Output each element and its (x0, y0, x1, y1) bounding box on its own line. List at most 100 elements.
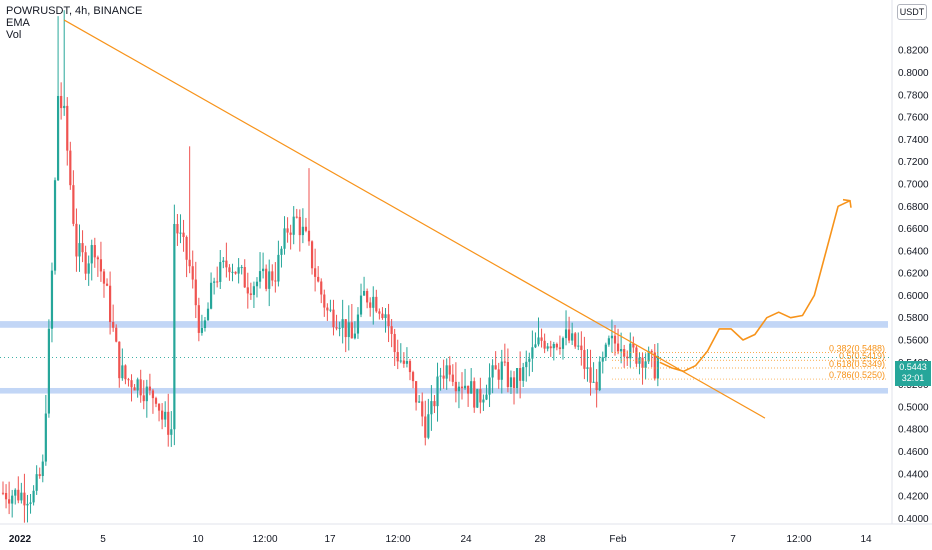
candle-body (555, 343, 558, 348)
candle-body (372, 296, 375, 308)
candle-body (381, 313, 384, 319)
candle-body (442, 375, 445, 379)
candle-body (515, 368, 519, 388)
candle-body (491, 365, 494, 378)
candle-body (519, 368, 522, 381)
candle-body (72, 185, 75, 224)
candle-body (258, 271, 262, 282)
candle-body (427, 414, 430, 438)
candle-body (69, 150, 72, 186)
last-price-value: 0.5443 (899, 362, 927, 372)
candle-body (249, 293, 252, 295)
candle-body (151, 390, 155, 399)
candle-body (289, 232, 292, 235)
candle-body (473, 381, 476, 408)
candle-body (298, 216, 301, 236)
bar-countdown: 32:01 (901, 373, 925, 383)
time-tick-label: 12:00 (385, 534, 410, 545)
candle-body (610, 335, 614, 339)
candle-body (353, 333, 356, 339)
fib-level-label: 0.5(0.5419) (839, 351, 885, 361)
candle-body (457, 386, 461, 392)
candle-body (237, 267, 240, 274)
candle-body (139, 379, 142, 396)
candle-body (78, 243, 81, 257)
candle-body (626, 356, 629, 359)
candle-body (362, 290, 366, 296)
candle-body (255, 281, 259, 287)
price-tick-label: 0.7400 (898, 135, 929, 146)
time-tick-label: 17 (324, 534, 336, 545)
candle-body (399, 360, 402, 362)
time-tick-label: 12:00 (786, 534, 811, 545)
candle-body (310, 241, 314, 269)
time-tick-label: 2022 (9, 534, 32, 545)
candle-body (323, 294, 326, 308)
candle-body (433, 401, 436, 407)
candle-body (63, 105, 66, 109)
price-tick-label: 0.4600 (898, 447, 929, 458)
price-tick-label: 0.6000 (898, 291, 929, 302)
candle-body (571, 333, 574, 341)
price-tick-label: 0.4400 (898, 469, 929, 480)
ema-indicator-label[interactable]: EMA (6, 17, 30, 29)
candle-body (430, 401, 433, 415)
candle-body (509, 377, 513, 388)
candle-body (11, 495, 14, 504)
candle-body (601, 357, 604, 362)
candle-body (641, 357, 644, 368)
candle-body (369, 302, 372, 308)
price-tick-label: 0.8000 (898, 68, 929, 79)
candle-body (286, 228, 289, 233)
candle-body (142, 395, 145, 402)
candle-body (613, 335, 617, 344)
candle-body (650, 350, 653, 353)
candle-body (252, 286, 256, 295)
price-tick-label: 0.6200 (898, 269, 929, 280)
candle-body (320, 281, 323, 295)
candle-body (167, 411, 170, 435)
candle-body (93, 245, 96, 258)
candle-body (402, 360, 405, 364)
candle-body (124, 365, 127, 380)
candle-body (75, 223, 78, 257)
symbol-label[interactable]: POWRUSDT, 4h, BINANCE (6, 5, 143, 17)
candle-body (436, 376, 439, 407)
candle-body (23, 492, 26, 506)
candle-body (44, 413, 47, 462)
price-tick-label: 0.7800 (898, 90, 929, 101)
candle-body (543, 340, 546, 349)
candle-body (231, 271, 234, 273)
volume-indicator-label[interactable]: Vol (6, 29, 22, 41)
candle-body (408, 361, 412, 373)
candle-body (35, 474, 38, 491)
candle-body (638, 357, 641, 364)
price-tick-label: 0.7000 (898, 179, 929, 190)
currency-selector[interactable]: USDT (897, 4, 927, 20)
candle-body (415, 381, 418, 403)
candle-body (148, 386, 151, 391)
fib-level-label: 0.382(0.5488) (829, 344, 885, 354)
candle-body (635, 347, 638, 364)
candle-body (344, 319, 347, 338)
candle-body (90, 245, 93, 264)
candle-body (38, 474, 41, 477)
candle-body (185, 236, 188, 260)
candle-body (632, 343, 635, 348)
candle-body (592, 381, 595, 383)
candle-body (393, 333, 396, 353)
price-tick-label: 0.6800 (898, 202, 929, 213)
candle-body (589, 367, 592, 383)
candle-body (470, 381, 473, 394)
candle-body (595, 381, 598, 391)
candle-body (463, 385, 467, 389)
candle-body (387, 314, 390, 327)
candle-body (56, 95, 60, 181)
price-tick-label: 0.7600 (898, 113, 929, 124)
candle-body (268, 271, 271, 289)
candle-body (222, 260, 225, 263)
candle-body (277, 254, 280, 282)
candle-body (482, 399, 485, 403)
candle-body (115, 327, 118, 342)
